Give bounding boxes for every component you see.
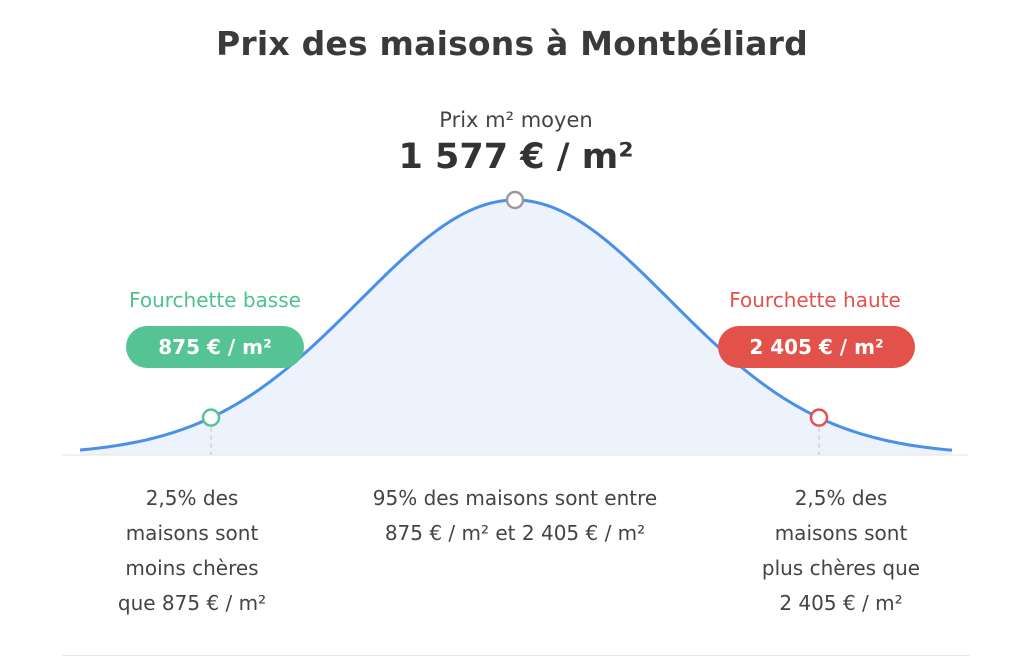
note-line: 95% des maisons sont entre [372, 486, 658, 510]
note-line: que 875 € / m² [117, 591, 267, 615]
note-line: 875 € / m² et 2 405 € / m² [384, 521, 646, 545]
note-line: 2 405 € / m² [779, 591, 903, 615]
chart-title: Prix des maisons à Montbéliard [216, 24, 808, 63]
note-line: 2,5% des [145, 486, 239, 510]
curve-area [80, 200, 952, 455]
low-range-value-badge: 875 € / m² [126, 326, 304, 368]
high-range-label: Fourchette haute [729, 288, 901, 312]
note-line: plus chères que [761, 556, 921, 580]
note-line: 2,5% des [794, 486, 888, 510]
mean-marker [505, 190, 525, 210]
high-tail-note: 2,5% des maisons sont plus chères que 2 … [720, 481, 962, 621]
low-tail-note: 2,5% des maisons sont moins chères que 8… [80, 481, 304, 621]
note-line: moins chères [125, 556, 259, 580]
high-marker [809, 408, 829, 427]
middle-range-note: 95% des maisons sont entre 875 € / m² et… [330, 481, 700, 551]
high-range-value-badge: 2 405 € / m² [718, 326, 915, 368]
mean-price-value: 1 577 € / m² [398, 137, 634, 177]
bottom-divider [62, 655, 970, 656]
low-range-label: Fourchette basse [129, 288, 301, 312]
note-line: maisons sont [774, 521, 908, 545]
mean-price-label: Prix m² moyen [439, 108, 593, 132]
note-line: maisons sont [125, 521, 259, 545]
low-marker [201, 408, 221, 427]
